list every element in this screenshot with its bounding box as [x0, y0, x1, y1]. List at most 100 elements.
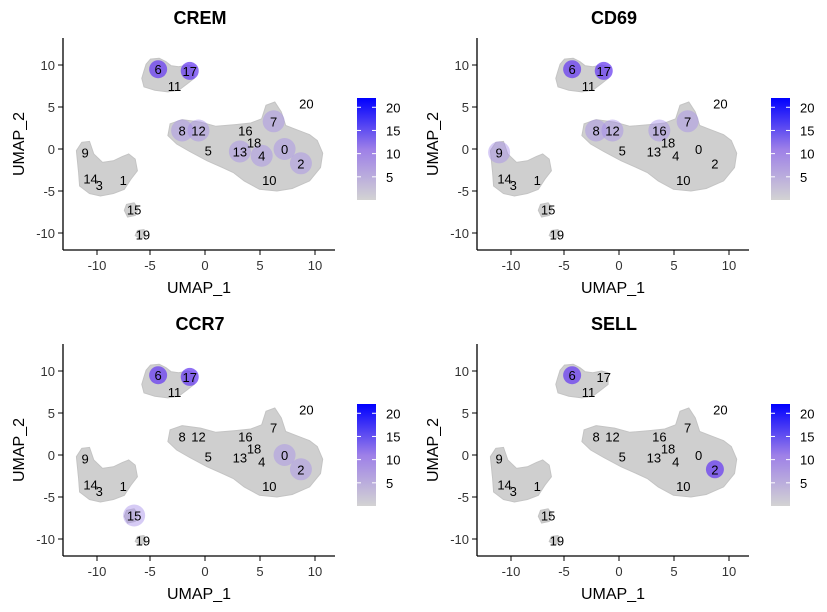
expression-patch-cluster-8 — [585, 119, 608, 142]
x-axis-label: UMAP_1 — [581, 280, 645, 297]
cluster-label-19: 19 — [136, 534, 150, 549]
cluster-label-5: 5 — [619, 450, 626, 465]
y-tick-label: 10 — [455, 364, 469, 379]
cluster-label-2: 2 — [711, 462, 718, 477]
cluster-label-1: 1 — [120, 479, 127, 494]
y-tick-label: 10 — [455, 58, 469, 73]
legend-tick-label: 10 — [386, 147, 400, 162]
y-tick-label: 5 — [462, 100, 469, 115]
cluster-label-0: 0 — [281, 448, 288, 463]
cell-cloud-left — [489, 140, 552, 197]
x-tick-label: 5 — [670, 258, 677, 273]
cluster-label-4: 4 — [258, 149, 265, 164]
expression-patch-cluster-7 — [676, 110, 699, 133]
cluster-label-16: 16 — [652, 124, 666, 139]
cell-cloud-main — [167, 407, 324, 498]
expression-patch-cluster-2 — [289, 458, 312, 481]
x-tick-label: 0 — [201, 258, 208, 273]
x-tick-label: 5 — [670, 564, 677, 579]
y-tick-label: -5 — [457, 490, 469, 505]
cell-cloud-main — [581, 101, 738, 192]
cluster-label-5: 5 — [619, 144, 626, 159]
y-tick-label: 0 — [48, 448, 55, 463]
cluster-label-3: 3 — [510, 484, 517, 499]
cell-cloud-main — [167, 101, 324, 192]
expression-patch-cluster-4 — [250, 144, 273, 167]
cluster-label-7: 7 — [270, 420, 277, 435]
expression-patch-cluster-6 — [563, 60, 582, 79]
cluster-label-2: 2 — [711, 156, 718, 171]
x-tick-label: -5 — [558, 564, 570, 579]
legend-tick-label: 15 — [800, 429, 814, 444]
y-tick-label: 10 — [41, 364, 55, 379]
legend-tick-label: 15 — [800, 123, 814, 138]
cluster-label-0: 0 — [281, 142, 288, 157]
color-scale-bar — [357, 404, 376, 506]
cluster-label-20: 20 — [299, 403, 313, 418]
cluster-label-9: 9 — [495, 145, 502, 160]
cluster-label-20: 20 — [299, 97, 313, 112]
y-axis-label: UMAP_2 — [425, 418, 442, 482]
y-tick-label: -5 — [43, 184, 55, 199]
x-tick-label: 0 — [615, 258, 622, 273]
cell-cloud-c19 — [548, 229, 561, 240]
cluster-label-18: 18 — [247, 441, 261, 456]
x-tick-label: -5 — [144, 564, 156, 579]
cell-cloud-c19 — [134, 229, 147, 240]
cluster-label-3: 3 — [96, 484, 103, 499]
cluster-label-6: 6 — [569, 368, 576, 383]
cluster-label-10: 10 — [262, 173, 276, 188]
color-scale-bar — [357, 98, 376, 200]
cluster-label-9: 9 — [81, 451, 88, 466]
cluster-label-18: 18 — [661, 441, 675, 456]
y-axis-label: UMAP_2 — [11, 418, 28, 482]
expression-patch-cluster-8 — [171, 119, 194, 142]
cluster-label-10: 10 — [676, 173, 690, 188]
cluster-label-2: 2 — [297, 462, 304, 477]
x-tick-label: -10 — [88, 258, 107, 273]
y-tick-label: -10 — [450, 532, 469, 547]
cluster-label-6: 6 — [155, 62, 162, 77]
cluster-label-4: 4 — [672, 455, 679, 470]
feature-panel-ccr7: CCR701234567891011121314151617181920-10-… — [11, 314, 400, 603]
y-tick-label: -10 — [36, 532, 55, 547]
y-tick-label: 5 — [462, 406, 469, 421]
cluster-label-20: 20 — [713, 97, 727, 112]
color-scale-bar — [771, 98, 790, 200]
legend-tick-label: 10 — [800, 147, 814, 162]
cluster-label-13: 13 — [233, 451, 247, 466]
cell-cloud-c15 — [537, 202, 554, 218]
expression-patch-cluster-9 — [488, 141, 511, 164]
x-tick-label: 5 — [256, 564, 263, 579]
cluster-label-0: 0 — [695, 142, 702, 157]
cluster-label-11: 11 — [582, 385, 596, 400]
cluster-label-15: 15 — [127, 508, 141, 523]
cluster-label-13: 13 — [233, 145, 247, 160]
y-axis-label: UMAP_2 — [11, 112, 28, 176]
cluster-label-14: 14 — [497, 171, 511, 186]
cluster-label-6: 6 — [155, 368, 162, 383]
y-axis-label: UMAP_2 — [425, 112, 442, 176]
x-tick-label: 0 — [201, 564, 208, 579]
x-tick-label: -5 — [144, 258, 156, 273]
cluster-label-18: 18 — [247, 135, 261, 150]
expression-patch-cluster-15 — [123, 504, 146, 527]
cluster-label-3: 3 — [510, 178, 517, 193]
cluster-label-6: 6 — [569, 62, 576, 77]
cell-cloud-c15 — [123, 508, 140, 524]
cluster-label-19: 19 — [136, 228, 150, 243]
cell-cloud-c15 — [537, 508, 554, 524]
cluster-label-8: 8 — [592, 124, 599, 139]
y-tick-label: 5 — [48, 100, 55, 115]
feature-panel-sell: SELL01234567891011121314151617181920-10-… — [425, 314, 814, 603]
cluster-label-0: 0 — [695, 448, 702, 463]
expression-patch-cluster-12 — [601, 119, 624, 142]
legend-tick-label: 10 — [386, 453, 400, 468]
expression-patch-cluster-2 — [705, 460, 724, 479]
cluster-label-17: 17 — [183, 64, 197, 79]
expression-patch-cluster-17 — [180, 367, 199, 386]
cluster-label-19: 19 — [550, 534, 564, 549]
cluster-label-10: 10 — [262, 479, 276, 494]
panel-title: CCR7 — [175, 314, 224, 334]
